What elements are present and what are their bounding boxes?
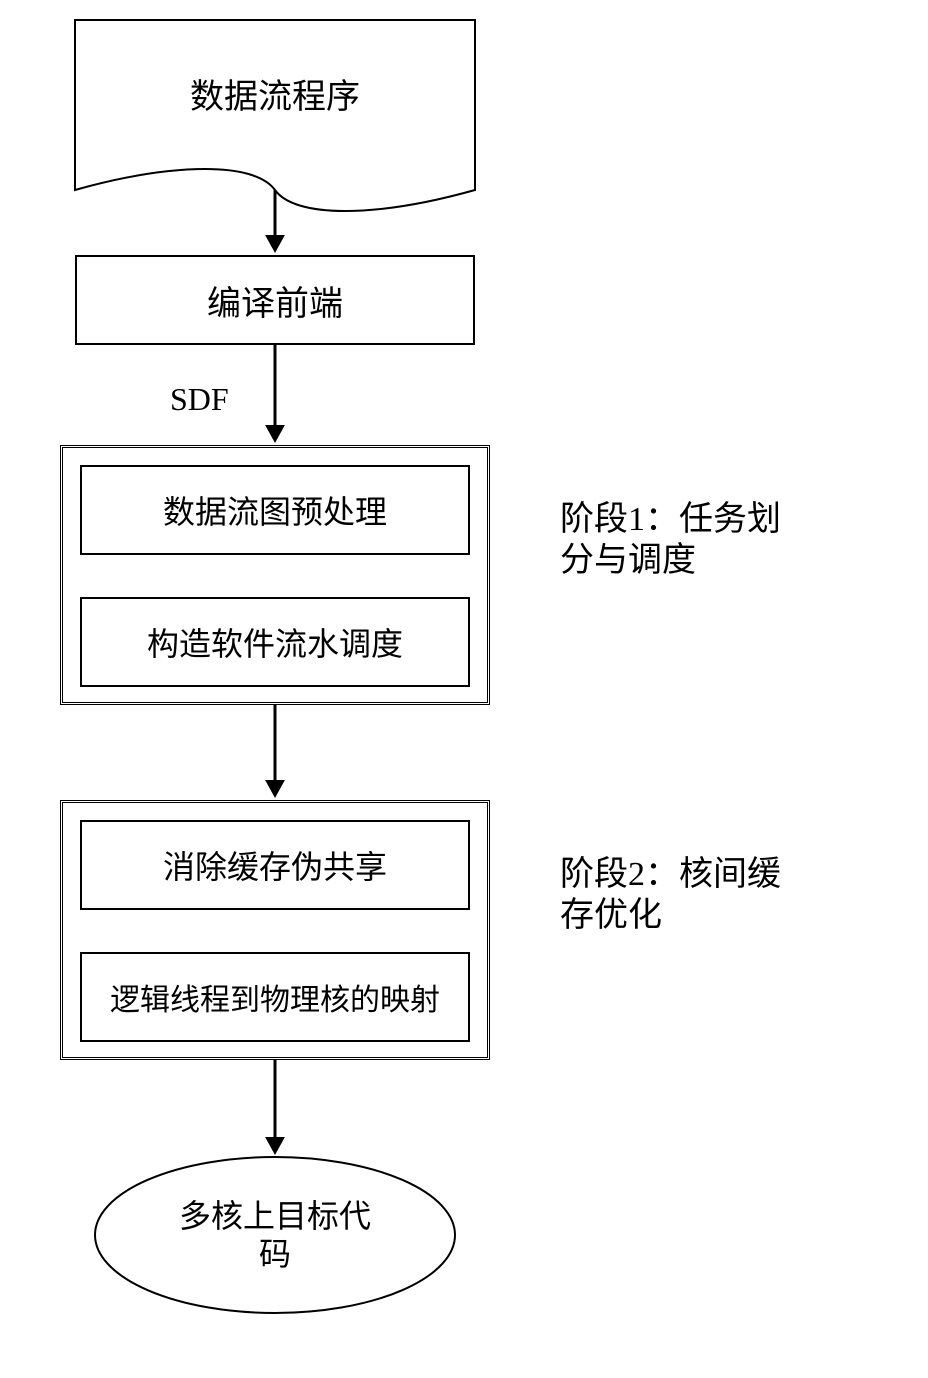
node-preproc-label: 数据流图预处理 xyxy=(163,487,387,533)
node-frontend-label: 编译前端 xyxy=(207,276,343,325)
flowchart-canvas: 数据流程序 编译前端 数据流图预处理 构造软件流水调度 消除缓存伪共享 逻辑线程… xyxy=(0,0,928,1378)
node-mapping-label: 逻辑线程到物理核的映射 xyxy=(110,975,440,1019)
node-pipeline: 构造软件流水调度 xyxy=(80,597,470,687)
node-mapping: 逻辑线程到物理核的映射 xyxy=(80,952,470,1042)
edge-label-sdf: SDF xyxy=(170,380,229,418)
node-falseshare: 消除缓存伪共享 xyxy=(80,820,470,910)
node-falseshare-label: 消除缓存伪共享 xyxy=(163,842,387,888)
side-label-stage1: 阶段1：任务划 分与调度 xyxy=(560,500,781,582)
node-frontend: 编译前端 xyxy=(75,255,475,345)
node-preproc: 数据流图预处理 xyxy=(80,465,470,555)
node-doc-label: 数据流程序 xyxy=(75,78,475,119)
side-label-stage2: 阶段2：核间缓 存优化 xyxy=(560,855,781,937)
node-target-label: 多核上目标代 码 xyxy=(95,1197,455,1274)
node-pipeline-label: 构造软件流水调度 xyxy=(147,619,403,665)
